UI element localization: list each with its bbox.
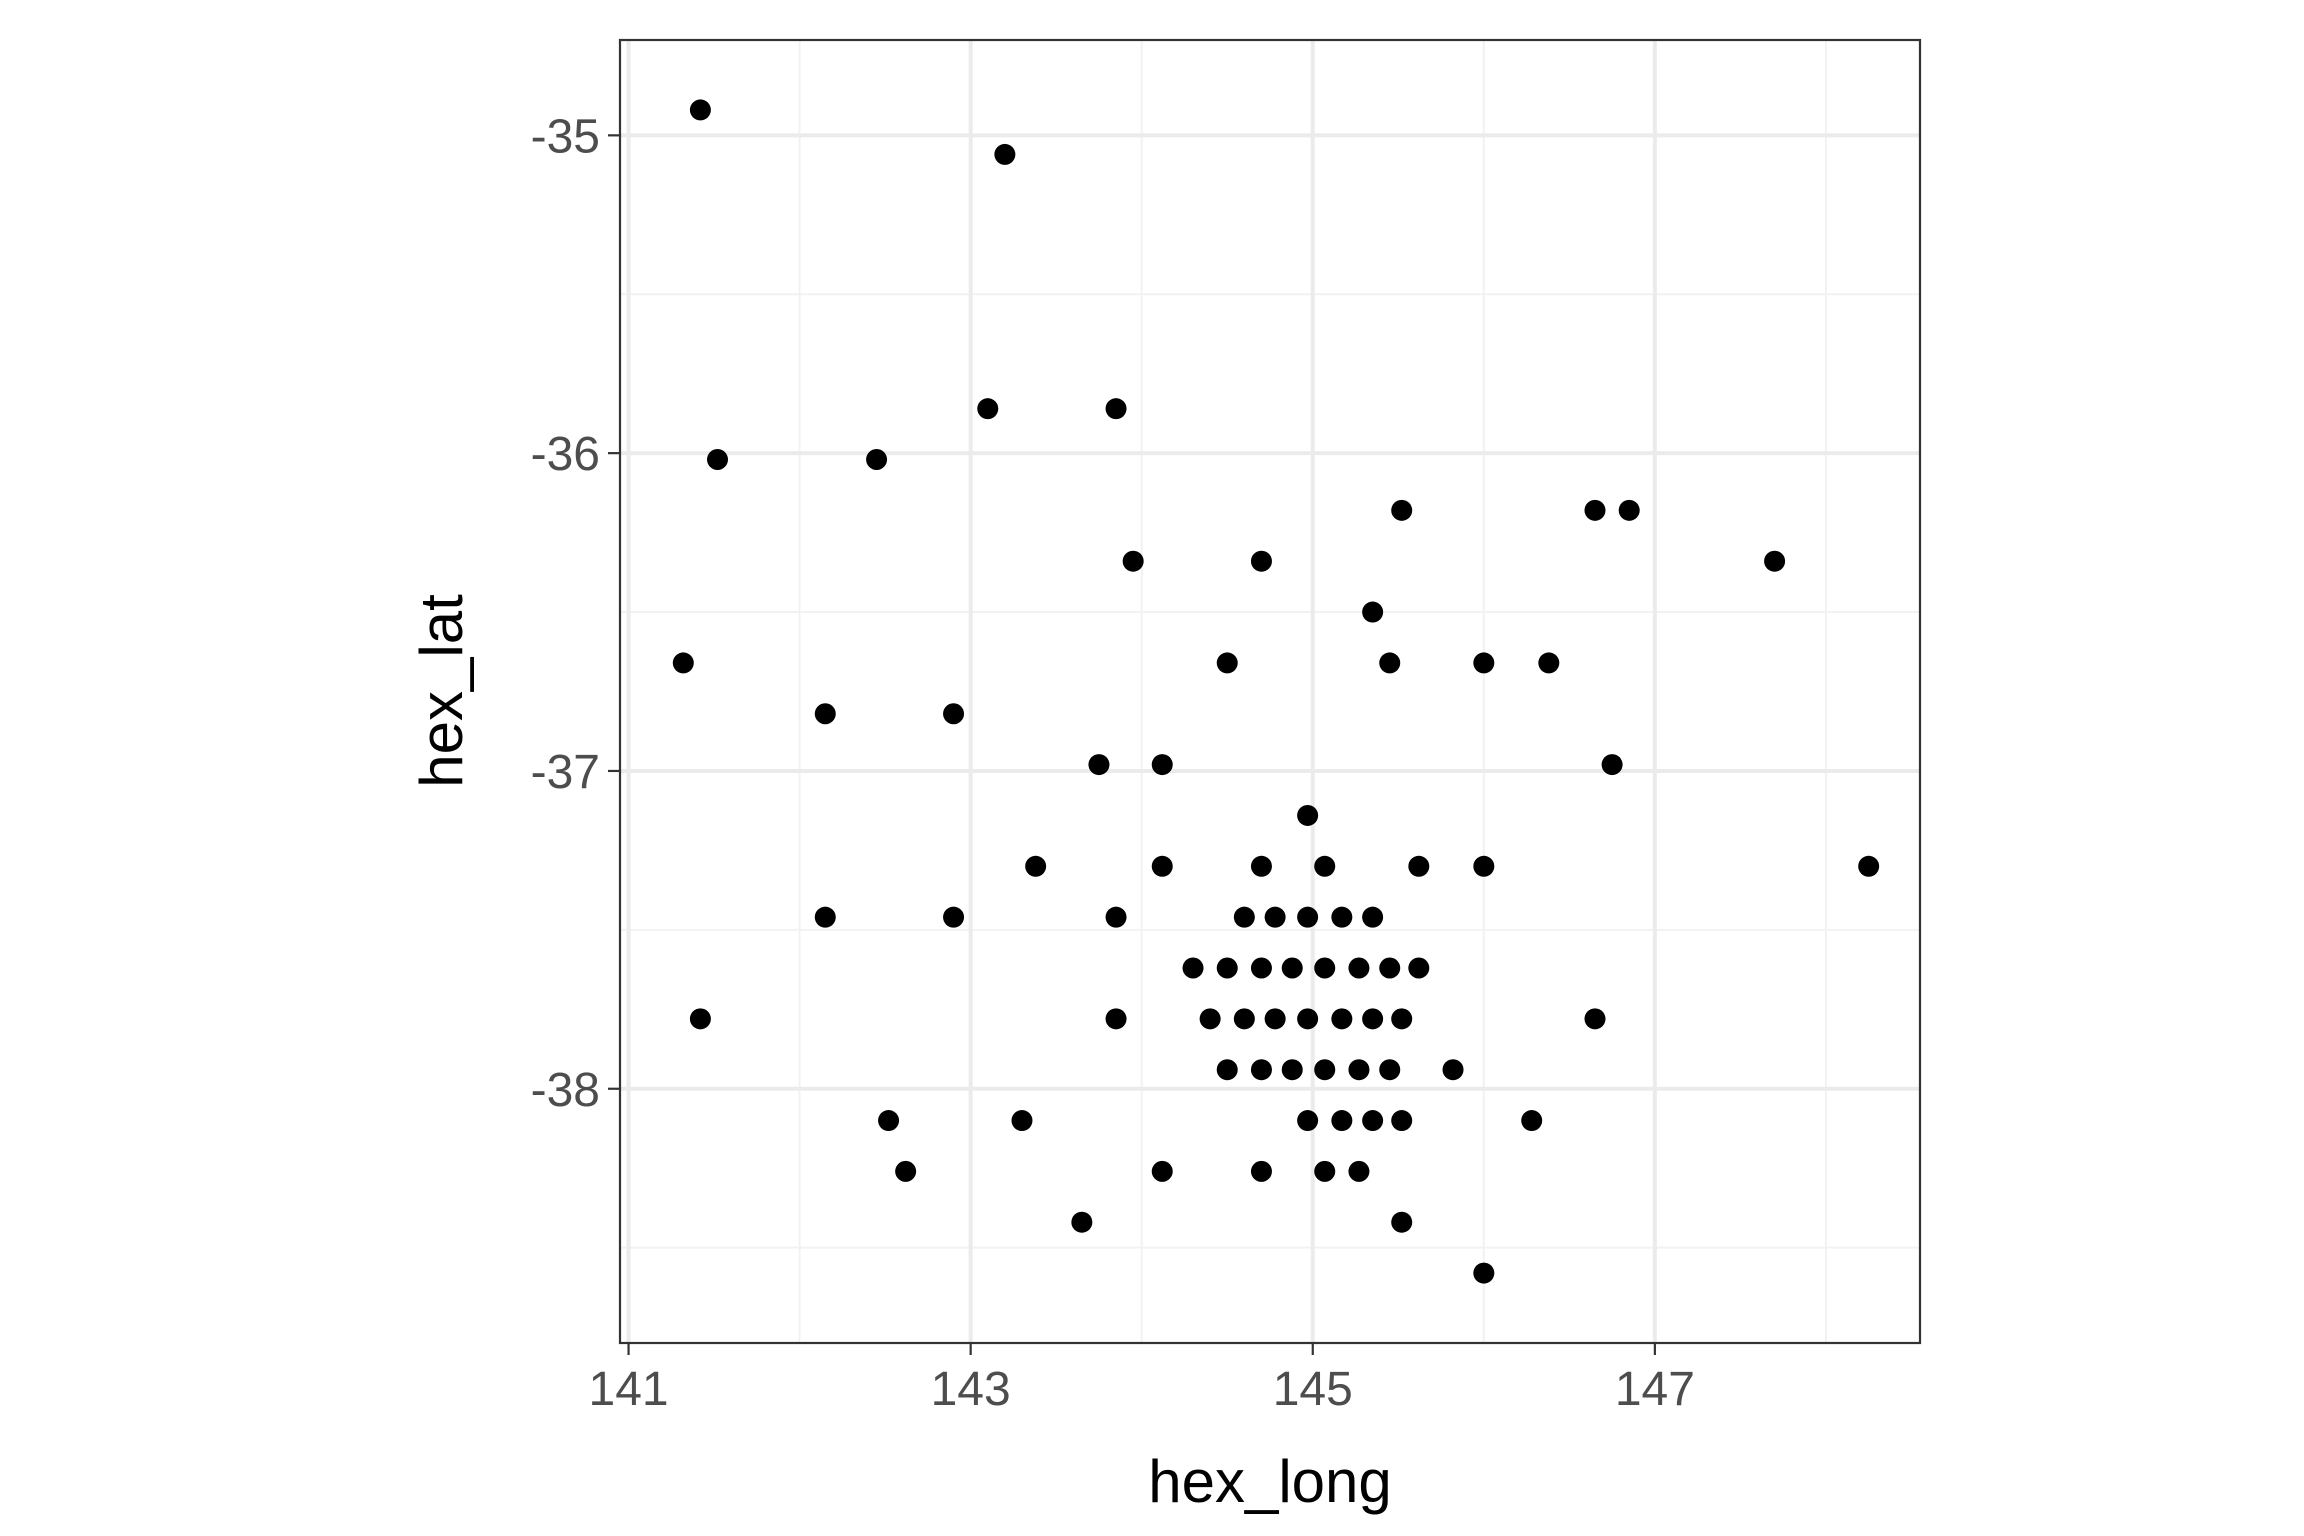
data-point	[1105, 1008, 1127, 1030]
x-tick-label: 145	[1273, 1363, 1353, 1416]
y-tick-label: -37	[531, 746, 600, 799]
y-tick-label: -36	[531, 428, 600, 481]
y-axis: -35 -36 -37 -38	[531, 110, 620, 1117]
data-point	[1379, 652, 1401, 674]
data-point	[1264, 906, 1286, 928]
x-axis: 141 143 145 147	[589, 1343, 1695, 1416]
data-point	[1473, 1262, 1495, 1284]
data-point	[1408, 957, 1430, 979]
data-point	[1071, 1211, 1093, 1233]
data-point	[1151, 754, 1173, 776]
data-point	[1331, 1110, 1353, 1132]
data-point	[943, 703, 965, 725]
data-point	[689, 99, 711, 121]
data-point	[1391, 1110, 1413, 1132]
data-point	[1216, 652, 1238, 674]
data-point	[1216, 957, 1238, 979]
data-point	[1362, 601, 1384, 623]
data-point	[1297, 1110, 1319, 1132]
data-point	[1331, 906, 1353, 928]
y-axis-title: hex_lat	[408, 594, 475, 788]
data-point	[1105, 398, 1127, 420]
x-tick-label: 141	[589, 1363, 669, 1416]
data-point	[994, 143, 1016, 165]
data-point	[943, 906, 965, 928]
data-points	[672, 99, 1880, 1284]
data-point	[1105, 906, 1127, 928]
y-tick-label: -38	[531, 1064, 600, 1117]
data-point	[1088, 754, 1110, 776]
x-tick-label: 143	[931, 1363, 1011, 1416]
data-point	[1250, 550, 1272, 572]
data-point	[1348, 957, 1370, 979]
data-point	[1314, 855, 1336, 877]
data-point	[1764, 550, 1786, 572]
data-point	[1250, 957, 1272, 979]
data-point	[1297, 804, 1319, 826]
data-point	[1391, 1211, 1413, 1233]
data-point	[1151, 1160, 1173, 1182]
data-point	[878, 1110, 900, 1132]
x-tick-label: 147	[1615, 1363, 1695, 1416]
data-point	[707, 449, 728, 471]
data-point	[1601, 754, 1623, 776]
data-point	[1281, 957, 1303, 979]
data-point	[1379, 957, 1401, 979]
data-point	[1025, 855, 1047, 877]
plot-panel	[618, 38, 1922, 1345]
data-point	[895, 1160, 917, 1182]
data-point	[689, 1008, 711, 1030]
data-point	[1362, 1110, 1384, 1132]
data-point	[1538, 652, 1560, 674]
data-point	[1362, 1008, 1384, 1030]
data-point	[1331, 1008, 1353, 1030]
data-point	[1348, 1059, 1370, 1081]
data-point	[1408, 855, 1430, 877]
data-point	[1264, 1008, 1286, 1030]
data-point	[1199, 1008, 1221, 1030]
data-point	[1314, 957, 1336, 979]
data-point	[1011, 1110, 1033, 1132]
data-point	[1391, 499, 1413, 521]
data-point	[977, 398, 999, 420]
data-point	[1473, 855, 1495, 877]
data-point	[1297, 906, 1319, 928]
data-point	[1314, 1059, 1336, 1081]
data-point	[1584, 499, 1606, 521]
data-point	[1233, 1008, 1255, 1030]
data-point	[1473, 652, 1495, 674]
data-point	[1362, 906, 1384, 928]
data-point	[1314, 1160, 1336, 1182]
data-point	[1379, 1059, 1401, 1081]
data-point	[1250, 855, 1272, 877]
data-point	[672, 652, 694, 674]
data-point	[1391, 1008, 1413, 1030]
data-point	[1216, 1059, 1238, 1081]
data-point	[1122, 550, 1144, 572]
data-point	[1584, 1008, 1606, 1030]
data-point	[1281, 1059, 1303, 1081]
data-point	[1348, 1160, 1370, 1182]
data-point	[814, 906, 836, 928]
data-point	[1233, 906, 1255, 928]
data-point	[814, 703, 836, 725]
panel-background	[620, 40, 1920, 1343]
data-point	[1182, 957, 1204, 979]
data-point	[1250, 1059, 1272, 1081]
data-point	[1297, 1008, 1319, 1030]
y-tick-label: -35	[531, 110, 600, 163]
data-point	[1151, 855, 1173, 877]
data-point	[1250, 1160, 1272, 1182]
data-point	[1521, 1110, 1543, 1132]
data-point	[1442, 1059, 1464, 1081]
panel-border	[618, 38, 1922, 1345]
data-point	[866, 449, 888, 471]
data-point	[1858, 855, 1880, 877]
data-point	[1618, 499, 1640, 521]
x-axis-title: hex_long	[1148, 1448, 1392, 1515]
minor-gridlines	[620, 40, 1920, 1343]
